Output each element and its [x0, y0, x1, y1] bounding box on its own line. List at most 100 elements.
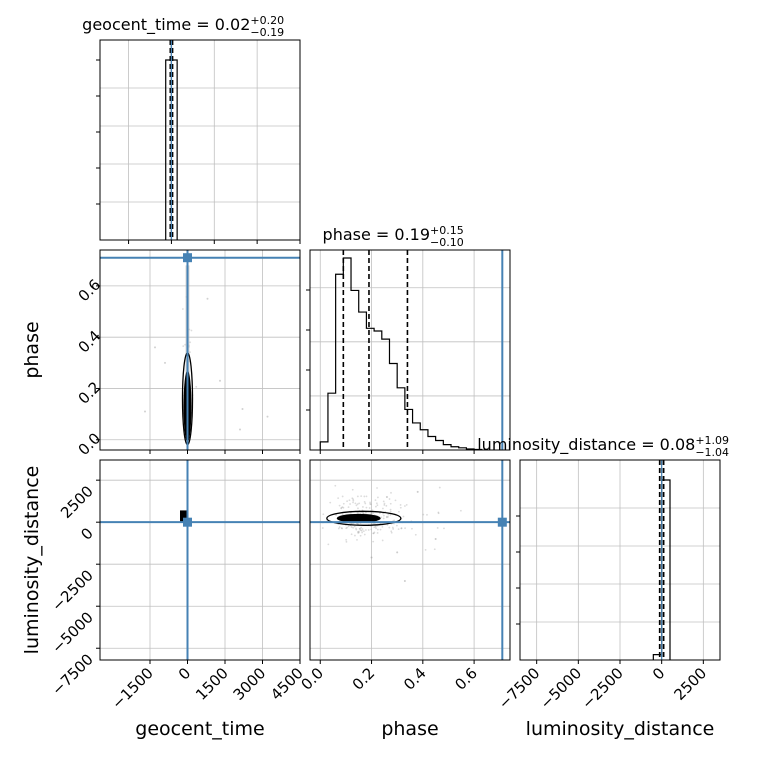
scatter-point [373, 522, 376, 525]
scatter-point [356, 495, 359, 498]
scatter-point [341, 527, 343, 530]
scatter-point [350, 526, 353, 528]
title-upper-error: +0.20 [250, 14, 284, 27]
scatter-point [372, 512, 374, 515]
scatter-point [358, 530, 360, 533]
scatter-point [362, 512, 365, 515]
scatter-point [355, 528, 358, 531]
scatter-point [375, 505, 377, 508]
scatter-point [327, 543, 330, 546]
scatter-point [397, 528, 400, 531]
scatter-point [381, 539, 384, 542]
panel-frame [99, 39, 301, 241]
scatter-point [358, 511, 360, 514]
scatter-point [411, 527, 413, 530]
x-tick-label: 0 [175, 664, 194, 683]
scatter-point [365, 511, 368, 514]
scatter-point [399, 506, 402, 509]
scatter-point [340, 507, 343, 510]
scatter-point [390, 531, 393, 534]
x-axis-label: phase [381, 718, 438, 740]
scatter-point [383, 504, 386, 506]
density-contour [326, 510, 402, 526]
scatter-point [436, 527, 439, 529]
scatter-point [182, 345, 185, 348]
panel-data-scatter-phase-vs-geocent_time [100, 250, 300, 450]
y-tick-label: −2500 [48, 566, 97, 615]
panel-frame [99, 459, 301, 661]
title-value: luminosity_distance = 0.08 [477, 435, 695, 455]
scatter-point [433, 548, 436, 551]
x-tick-label: 1500 [192, 664, 232, 704]
scatter-point [357, 531, 359, 534]
scatter-point [438, 486, 441, 489]
scatter-point [360, 495, 363, 498]
scatter-point [189, 341, 192, 344]
scatter-point [434, 537, 437, 540]
scatter-point [345, 539, 348, 541]
scatter-point [392, 528, 395, 530]
scatter-point [354, 502, 357, 505]
scatter-point [352, 526, 354, 529]
title-upper-error: +0.15 [430, 224, 464, 237]
panel-data-scatter-luminosity_distance-vs-geocent_time [100, 460, 300, 660]
scatter-point [389, 502, 392, 505]
scatter-point [349, 503, 351, 505]
title-lower-error: −0.10 [430, 236, 464, 249]
scatter-point [349, 511, 352, 514]
panel-data-hist-phase [319, 250, 504, 450]
scatter-point [357, 507, 359, 510]
scatter-point [362, 512, 364, 514]
title-value: phase = 0.19 [323, 225, 430, 244]
scatter-point [426, 513, 428, 516]
scatter-point [373, 531, 376, 534]
scatter-point [369, 503, 372, 506]
scatter-point [389, 513, 392, 516]
scatter-point [347, 525, 350, 528]
scatter-point [400, 527, 403, 530]
scatter-point [356, 523, 359, 525]
scatter-point [322, 513, 325, 516]
scatter-point [352, 498, 355, 501]
scatter-point [358, 527, 361, 530]
scatter-point [394, 499, 397, 502]
scatter-point [372, 540, 375, 543]
scatter-point [376, 487, 378, 489]
scatter-point [342, 506, 345, 509]
scatter-point [342, 502, 345, 505]
scatter-point [239, 428, 241, 431]
scatter-point [206, 297, 209, 300]
y-tick-label: −7500 [48, 650, 97, 699]
scatter-point [388, 526, 391, 529]
scatter-point [353, 525, 356, 528]
scatter-point [365, 506, 368, 509]
scatter-point [437, 512, 440, 515]
scatter-point [389, 510, 392, 513]
scatter-point [375, 527, 377, 530]
scatter-point [351, 497, 354, 500]
scatter-point [362, 512, 365, 514]
scatter-point [399, 504, 402, 506]
scatter-point [337, 497, 340, 500]
scatter-point [338, 526, 341, 528]
scatter-point [382, 512, 384, 515]
scatter-point [357, 530, 359, 533]
scatter-point [403, 580, 406, 583]
scatter-point [402, 515, 405, 518]
scatter-point [398, 510, 400, 513]
scatter-point [373, 526, 376, 529]
scatter-point [377, 496, 379, 499]
scatter-point [364, 502, 367, 505]
x-tick-label: −1500 [108, 664, 157, 713]
scatter-point [352, 501, 354, 504]
scatter-point [338, 504, 341, 507]
panel-data-hist-luminosity_distance [652, 460, 671, 660]
scatter-point [390, 491, 392, 494]
scatter-point [355, 504, 358, 507]
density-core [336, 513, 381, 523]
x-tick-label: 2500 [670, 664, 710, 704]
scatter-point [382, 500, 385, 503]
scatter-point [367, 529, 370, 531]
scatter-point [321, 527, 324, 529]
